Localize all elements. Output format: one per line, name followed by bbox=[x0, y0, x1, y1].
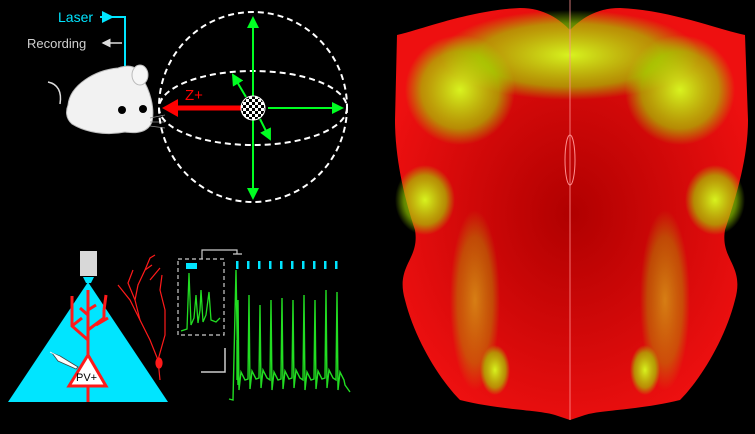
main-trace bbox=[228, 269, 351, 401]
brain-section-image bbox=[395, 0, 748, 420]
laser-recording-setup: Laser Recording bbox=[27, 9, 130, 81]
objective-icon bbox=[80, 251, 97, 276]
z-axis-label: Z+ bbox=[185, 87, 203, 104]
reconstructed-neuron bbox=[117, 254, 166, 381]
light-pulses bbox=[236, 261, 338, 269]
inset-trace bbox=[180, 272, 221, 332]
light-pulse bbox=[335, 261, 338, 269]
light-pulse bbox=[236, 261, 239, 269]
dashed-sphere: Z+ bbox=[158, 11, 348, 203]
light-pulse-inset bbox=[186, 263, 197, 269]
light-pulse bbox=[269, 261, 272, 269]
checker-ball bbox=[240, 95, 266, 121]
cell-type-label: PV+ bbox=[76, 372, 97, 384]
pv-neuron-dendrites bbox=[70, 290, 109, 402]
light-pulse bbox=[291, 261, 294, 269]
pipette-icon bbox=[50, 352, 79, 370]
light-pulse bbox=[247, 261, 250, 269]
optogenetic-schematic: PV+ bbox=[8, 251, 168, 402]
electrophysiology-traces bbox=[177, 249, 351, 401]
pv-cell-body bbox=[66, 352, 109, 388]
light-pulse bbox=[313, 261, 316, 269]
laser-label: Laser bbox=[58, 9, 93, 25]
light-pulse bbox=[258, 261, 261, 269]
recording-label: Recording bbox=[27, 36, 86, 51]
scale-bar bbox=[201, 348, 226, 373]
light-pulse bbox=[324, 261, 327, 269]
arrow-back bbox=[231, 73, 247, 98]
light-pulse bbox=[280, 261, 283, 269]
inset-box bbox=[177, 258, 225, 336]
arrow-front bbox=[259, 118, 271, 141]
light-pulse bbox=[302, 261, 305, 269]
mouse-illustration bbox=[47, 64, 166, 135]
